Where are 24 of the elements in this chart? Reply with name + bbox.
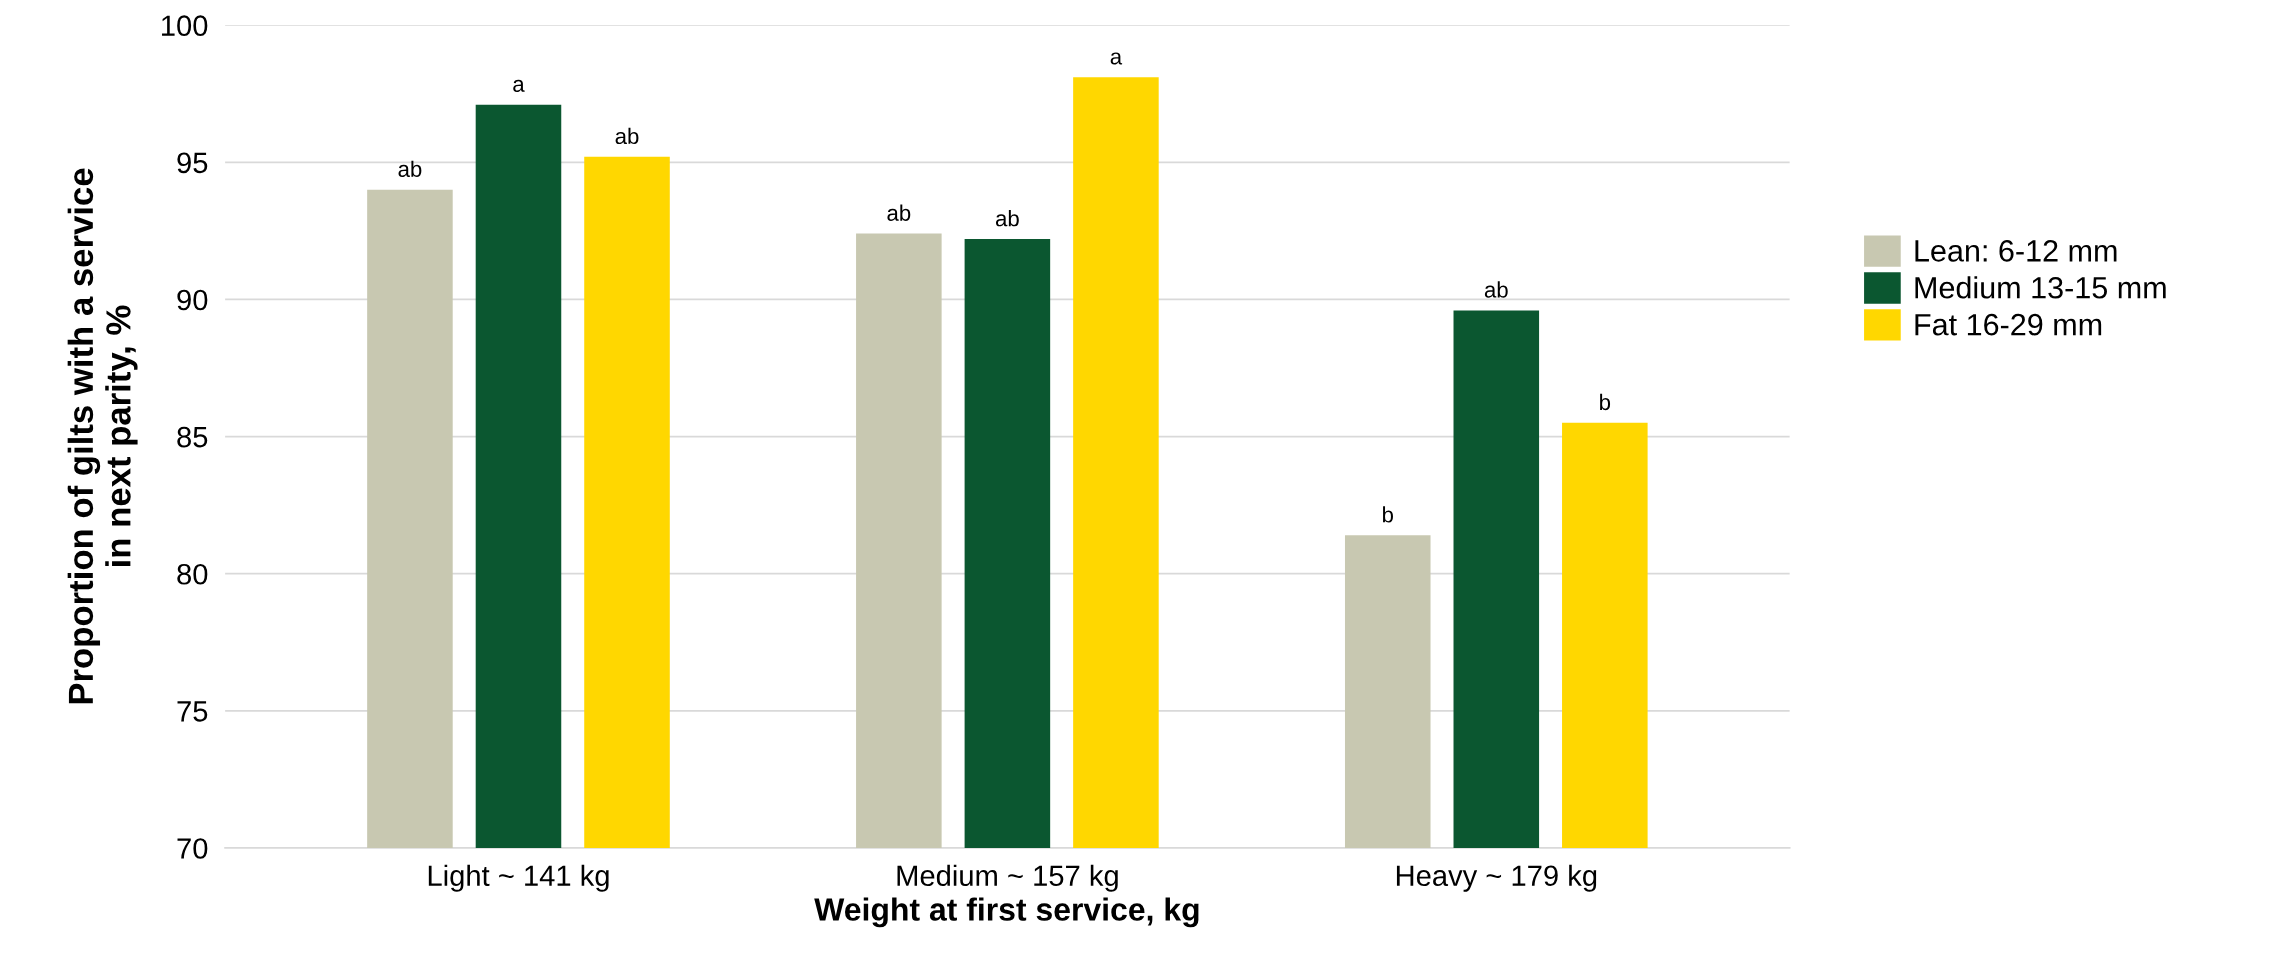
y-tick-label: 75 xyxy=(177,701,208,722)
x-axis-title: Weight at first service, kg xyxy=(814,897,1199,928)
y-axis-title: Proportion of gilts with a service in next parity, % xyxy=(67,168,138,704)
data-label: b xyxy=(1383,506,1393,523)
y-tick-label: 85 xyxy=(177,426,208,448)
data-label: ab xyxy=(887,204,911,221)
legend-label: Lean: 6-12 mm xyxy=(1915,240,2117,262)
data-label: b xyxy=(1600,393,1611,411)
x-tick-label: Light ~ 141 kg xyxy=(428,864,609,892)
y-tick-label: 95 xyxy=(177,152,208,174)
y-tick-label: 100 xyxy=(162,15,208,37)
data-label: a xyxy=(1110,52,1123,65)
y-tick-label: 80 xyxy=(177,563,208,585)
x-tick-label: Medium ~ 157 kg xyxy=(897,864,1118,892)
y-tick-label: 90 xyxy=(177,289,208,311)
legend-label: Fat 16-29 mm xyxy=(1915,313,2102,336)
data-label: ab xyxy=(398,160,422,177)
data-label: a xyxy=(513,79,525,92)
data-label: ab xyxy=(615,127,639,145)
legend-label: Medium 13-15 mm xyxy=(1915,276,2166,299)
data-label: ab xyxy=(1484,281,1508,298)
data-label: ab xyxy=(995,210,1019,227)
x-tick-label: Heavy ~ 179 kg xyxy=(1396,864,1597,892)
y-tick-label: 70 xyxy=(177,838,208,859)
